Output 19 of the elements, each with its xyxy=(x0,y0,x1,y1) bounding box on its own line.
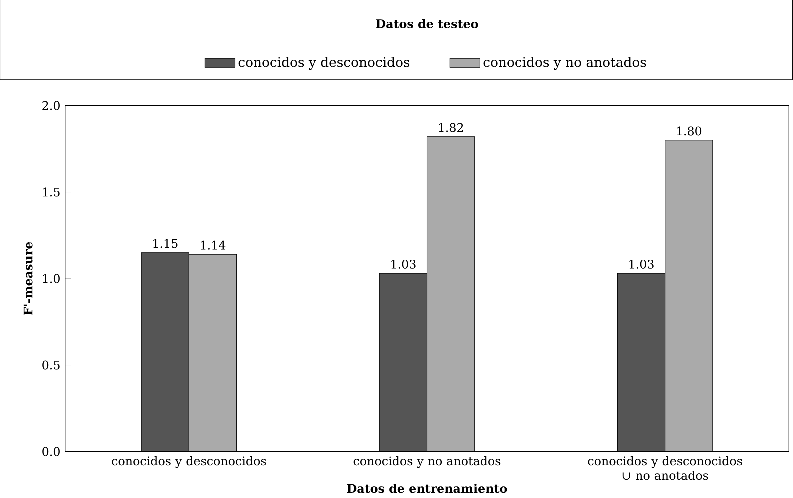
data-label: 1.15 xyxy=(154,239,178,248)
x-axis-title: Datos de entrenamiento xyxy=(347,484,508,494)
data-label: 1.82 xyxy=(439,123,464,132)
legend-label: conocidos y no anotados xyxy=(484,57,646,70)
y-tick-label: 0.0 xyxy=(42,448,60,456)
x-tick-label: conocidos y desconocidos xyxy=(112,456,266,468)
data-label: 1.03 xyxy=(392,260,416,270)
legend-label: conocidos y desconocidos xyxy=(238,57,410,70)
data-label: 1.80 xyxy=(677,126,702,136)
x-tick-label: conocidos y no anotados xyxy=(354,456,501,468)
y-tick-label: 2.0 xyxy=(42,102,60,110)
x-tick-label: conocidos y desconocidos ∪ no anotados xyxy=(588,456,742,480)
y-axis-title: F'-measure xyxy=(24,242,33,316)
y-tick-label: 1.0 xyxy=(43,274,60,284)
y-tick-label: 1.5 xyxy=(43,188,60,197)
y-tick-label: 0.5 xyxy=(42,361,60,370)
legend-title: Datos de testeo xyxy=(376,19,478,29)
data-label: 1.03 xyxy=(630,260,654,270)
data-label: 1.14 xyxy=(201,241,226,250)
